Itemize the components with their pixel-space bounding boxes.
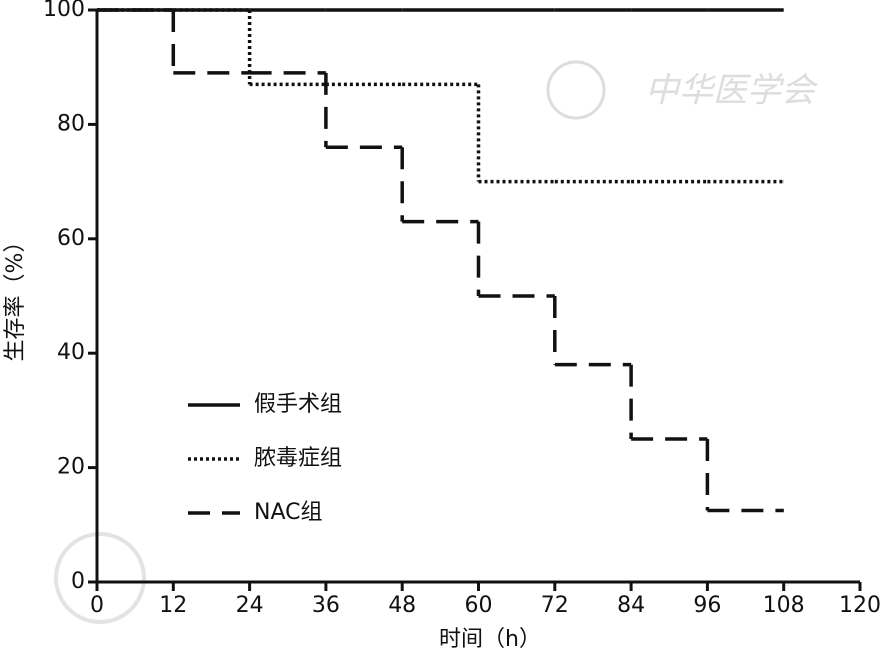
- x-axis-title: 时间（h）: [439, 627, 541, 652]
- x-tick-label: 0: [90, 593, 104, 618]
- legend-label: 假手术组: [254, 392, 342, 417]
- y-tick-label: 80: [57, 111, 85, 136]
- y-tick-label: 60: [57, 226, 85, 251]
- watermark-logo: [54, 532, 146, 624]
- legend-label: 脓毒症组: [254, 446, 342, 471]
- x-tick-label: 120: [839, 593, 881, 618]
- x-tick-label: 48: [388, 593, 416, 618]
- x-tick-label: 60: [465, 593, 493, 618]
- x-tick-label: 36: [312, 593, 340, 618]
- y-axis-title: 生存率（%）: [3, 231, 28, 362]
- legend-label: NAC组: [254, 500, 322, 525]
- x-tick-label: 12: [159, 593, 187, 618]
- x-tick-label: 24: [236, 593, 264, 618]
- watermark-logo: [546, 60, 606, 120]
- y-tick-label: 20: [57, 455, 85, 480]
- y-tick-label: 100: [43, 0, 85, 22]
- watermark: 中华医学会: [645, 71, 819, 111]
- x-tick-label: 72: [541, 593, 569, 618]
- y-tick-label: 0: [71, 569, 85, 594]
- x-tick-label: 96: [693, 593, 721, 618]
- x-tick-label: 84: [617, 593, 645, 618]
- y-tick-label: 40: [57, 340, 85, 365]
- x-tick-label: 108: [763, 593, 805, 618]
